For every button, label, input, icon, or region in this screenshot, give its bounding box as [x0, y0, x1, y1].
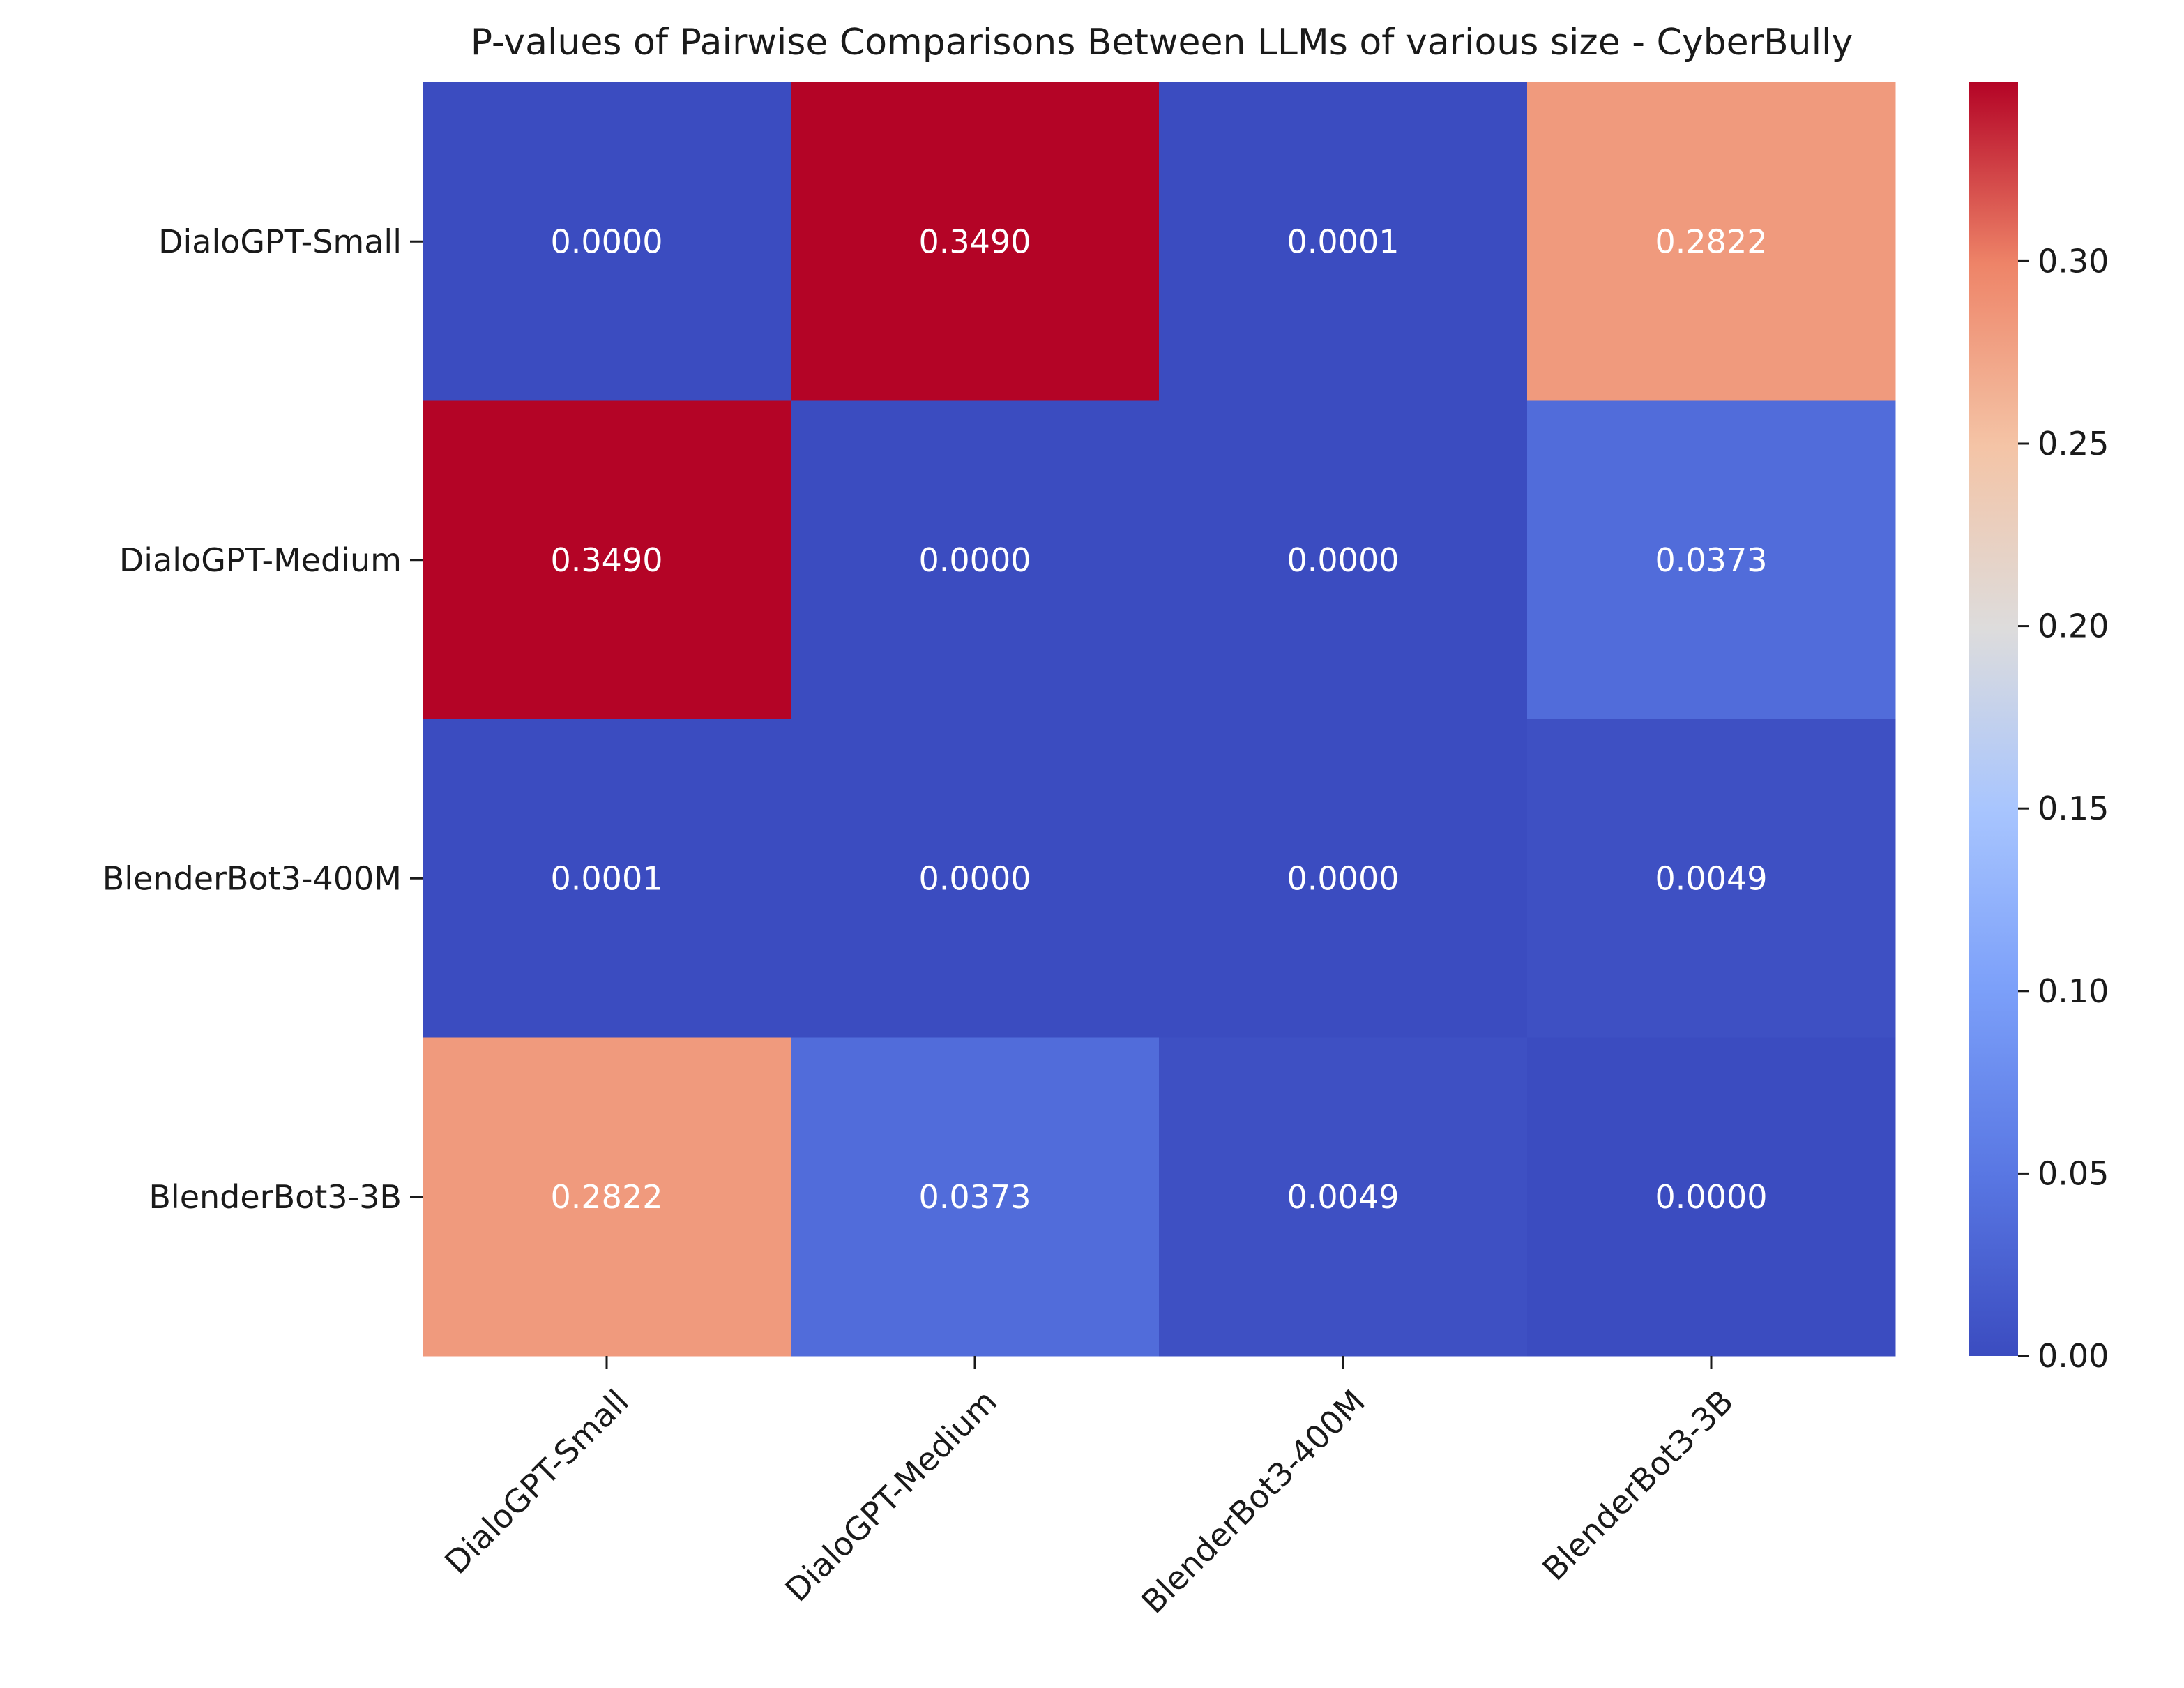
cell-annotation-r0-c3: 0.2822	[1655, 223, 1768, 260]
x-tick-label-3: BlenderBot3-3B	[1535, 1382, 1741, 1588]
cell-annotation-r1-c2: 0.0000	[1287, 541, 1400, 579]
heatmap-cells	[423, 82, 1896, 1357]
heatmap-cell-r2-c1	[791, 719, 1160, 1038]
heatmap-cell-r0-c1	[791, 82, 1160, 401]
colorbar-tick-label-4: 0.20	[2038, 608, 2109, 645]
colorbar-tick-label-3: 0.15	[2038, 790, 2109, 827]
heatmap-cell-r3-c1	[791, 1037, 1160, 1357]
heatmap-cell-r1-c3	[1527, 400, 1896, 720]
heatmap-cell-r3-c0	[423, 1037, 791, 1357]
cell-annotation-r3-c3: 0.0000	[1655, 1178, 1768, 1216]
heatmap-cell-r0-c0	[423, 82, 791, 401]
heatmap-cell-r3-c2	[1159, 1037, 1528, 1357]
cell-annotation-r2-c3: 0.0049	[1655, 859, 1768, 897]
x-axis: DialoGPT-Small DialoGPT-Medium BlenderBot3…	[437, 1356, 1741, 1621]
colorbar: 0.00 0.05 0.10 0.15 0.20 0.25 0.30	[1969, 82, 2109, 1375]
cell-annotation-r0-c1: 0.3490	[919, 223, 1031, 260]
heatmap-cell-r0-c2	[1159, 82, 1528, 401]
y-tick-label-2: BlenderBot3-400M	[103, 859, 402, 897]
colorbar-tick-label-0: 0.00	[2038, 1337, 2109, 1375]
cell-annotation-r1-c1: 0.0000	[919, 541, 1031, 579]
colorbar-tick-label-5: 0.25	[2038, 425, 2109, 462]
heatmap-cell-r2-c0	[423, 719, 791, 1038]
cell-annotation-r3-c0: 0.2822	[551, 1178, 663, 1216]
cell-annotation-r2-c0: 0.0001	[551, 859, 663, 897]
heatmap-cell-r2-c3	[1527, 719, 1896, 1038]
colorbar-ticks: 0.00 0.05 0.10 0.15 0.20 0.25 0.30	[2018, 242, 2109, 1375]
y-tick-label-3: BlenderBot3-3B	[149, 1178, 402, 1216]
heatmap-cell-r1-c2	[1159, 400, 1528, 720]
cell-annotation-r1-c0: 0.3490	[551, 541, 663, 579]
cell-annotation-r3-c2: 0.0049	[1287, 1178, 1400, 1216]
colorbar-tick-label-6: 0.30	[2038, 242, 2109, 280]
y-tick-label-0: DialoGPT-Small	[158, 223, 402, 260]
heatmap-cell-r1-c1	[791, 400, 1160, 720]
cell-annotation-r3-c1: 0.0373	[919, 1178, 1031, 1216]
cell-annotations: 0.0000 0.3490 0.0001 0.2822 0.3490 0.0000 0.00…	[551, 223, 1768, 1216]
cell-annotation-r2-c1: 0.0000	[919, 859, 1031, 897]
y-axis: DialoGPT-Small DialoGPT-Medium BlenderBot3…	[103, 223, 423, 1216]
y-tick-label-1: DialoGPT-Medium	[119, 541, 402, 579]
colorbar-tick-label-1: 0.05	[2038, 1154, 2109, 1192]
cell-annotation-r0-c2: 0.0001	[1287, 223, 1400, 260]
colorbar-gradient	[1969, 82, 2018, 1356]
cell-annotation-r1-c3: 0.0373	[1655, 541, 1768, 579]
heatmap-cell-r0-c3	[1527, 82, 1896, 401]
colorbar-tick-label-2: 0.10	[2038, 972, 2109, 1010]
cell-annotation-r2-c2: 0.0000	[1287, 859, 1400, 897]
heatmap-cell-r3-c3	[1527, 1037, 1896, 1357]
heatmap-cell-r2-c2	[1159, 719, 1528, 1038]
chart-title: P-values of Pairwise Comparisons Between…	[471, 22, 1853, 63]
x-tick-label-1: DialoGPT-Medium	[778, 1382, 1004, 1609]
heatmap-cell-r1-c0	[423, 400, 791, 720]
x-tick-label-2: BlenderBot3-400M	[1134, 1382, 1372, 1621]
cell-annotation-r0-c0: 0.0000	[551, 223, 663, 260]
x-tick-label-0: DialoGPT-Small	[437, 1382, 636, 1581]
